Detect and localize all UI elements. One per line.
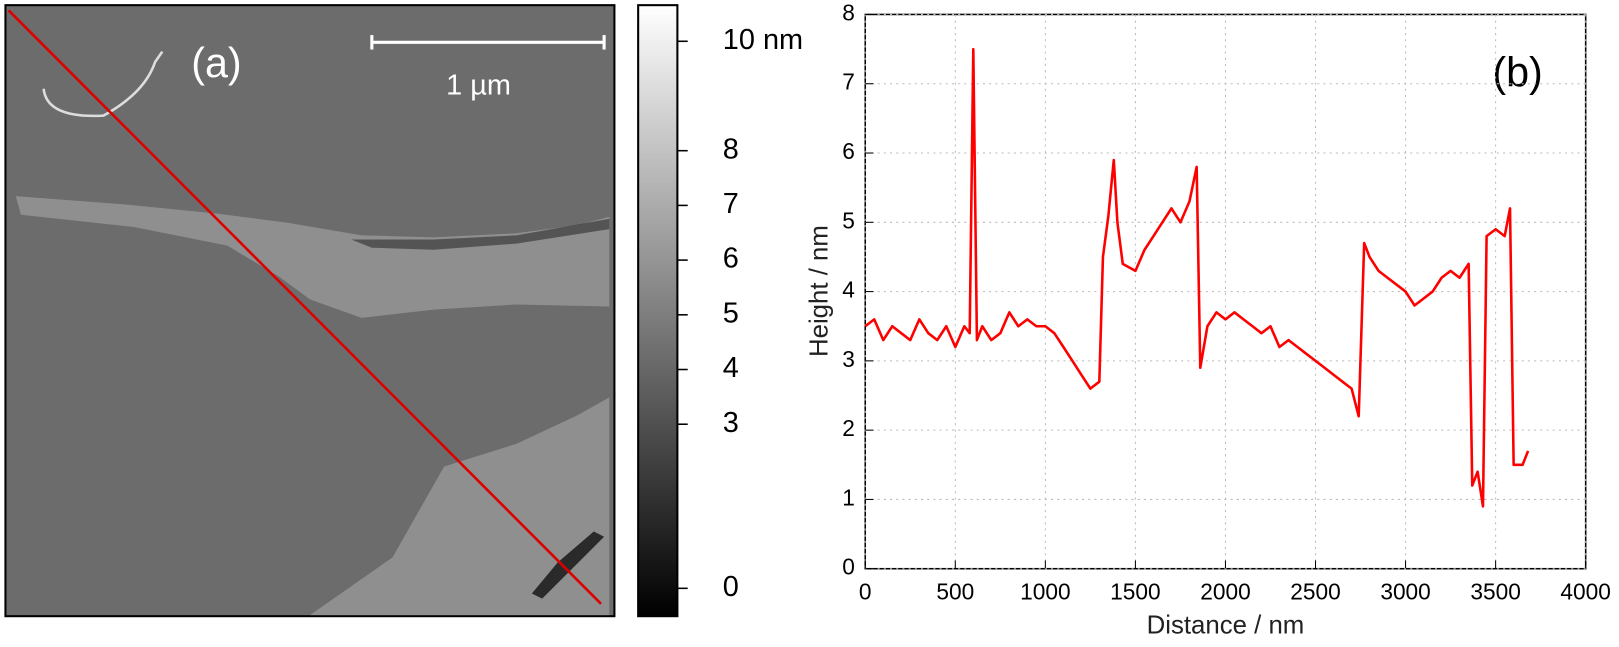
x-tick-label: 500 [936, 578, 974, 604]
x-tick-label: 3500 [1470, 578, 1520, 604]
colorbar [637, 4, 679, 618]
y-tick-label: 1 [842, 484, 855, 510]
y-tick-label: 0 [842, 554, 855, 580]
colorbar-label: 8 [723, 133, 739, 165]
x-tick-label: 4000 [1560, 578, 1610, 604]
panel-label: (b) [1492, 49, 1542, 95]
x-tick-label: 2500 [1290, 578, 1340, 604]
colorbar-label: 0 [723, 571, 739, 603]
x-tick-label: 1500 [1110, 578, 1160, 604]
x-tick-label: 2000 [1200, 578, 1250, 604]
y-tick-label: 7 [842, 69, 855, 95]
y-tick-label: 5 [842, 207, 855, 233]
panel-label: (a) [191, 40, 241, 86]
y-tick-label: 4 [842, 277, 855, 303]
colorbar-label: 10 nm [723, 24, 803, 56]
colorbar-label: 3 [723, 407, 739, 439]
y-tick-label: 8 [842, 0, 855, 25]
profile-line [864, 47, 1530, 508]
x-tick-label: 1000 [1020, 578, 1070, 604]
afm-image: (a) 1 µm [4, 4, 616, 618]
y-tick-label: 6 [842, 138, 855, 164]
x-tick-label: 3000 [1380, 578, 1430, 604]
x-axis-label: Distance / nm [1147, 611, 1305, 639]
colorbar-label: 7 [723, 188, 739, 220]
y-tick-label: 2 [842, 415, 855, 441]
colorbar-label: 6 [723, 243, 739, 275]
y-axis-label: Height / nm [806, 225, 834, 357]
scale-bar-label: 1 µm [446, 69, 511, 101]
colorbar-label: 5 [723, 297, 739, 329]
y-tick-label: 3 [842, 346, 855, 372]
x-tick-label: 0 [859, 578, 872, 604]
colorbar-label: 4 [723, 352, 739, 384]
